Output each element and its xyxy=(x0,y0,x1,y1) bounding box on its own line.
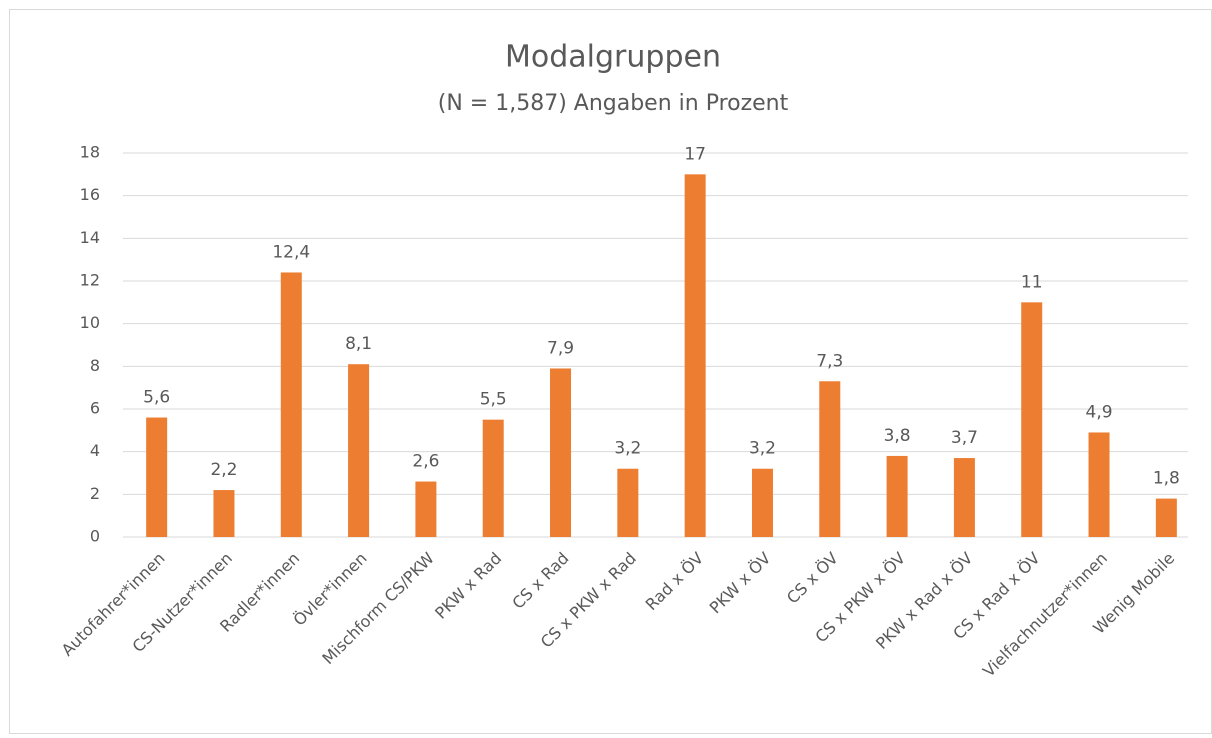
y-tick-label: 4 xyxy=(90,441,100,460)
value-label: 3,2 xyxy=(749,439,776,459)
value-label: 4,9 xyxy=(1086,402,1113,422)
x-tick-label: Rad x ÖV xyxy=(642,549,708,615)
value-label: 8,1 xyxy=(345,334,372,354)
bar xyxy=(213,490,235,537)
y-tick-label: 6 xyxy=(90,399,100,418)
value-label: 1,8 xyxy=(1153,469,1180,489)
value-label: 2,6 xyxy=(412,452,439,472)
x-tick-label: Mischform CS/PKW xyxy=(318,548,438,668)
bar xyxy=(348,364,370,537)
value-label: 7,3 xyxy=(816,351,843,371)
bar xyxy=(280,272,302,537)
value-label: 5,6 xyxy=(143,388,170,408)
x-tick-label: CS x Rad xyxy=(508,549,572,613)
value-label: 3,2 xyxy=(614,439,641,459)
y-tick-label: 0 xyxy=(90,527,100,546)
value-label: 12,4 xyxy=(272,242,310,262)
y-tick-label: 12 xyxy=(80,271,100,290)
value-label: 3,8 xyxy=(884,426,911,446)
bar xyxy=(146,417,168,537)
y-tick-label: 2 xyxy=(90,484,100,503)
y-tick-label: 8 xyxy=(90,356,100,375)
x-tick-label: PKW x ÖV xyxy=(706,549,775,618)
chart-title: Modalgruppen xyxy=(505,40,721,75)
x-tick-label: CS x ÖV xyxy=(783,549,842,608)
bar xyxy=(751,468,773,537)
bar xyxy=(617,468,639,537)
bar xyxy=(684,174,706,538)
chart-subtitle: (N = 1,587) Angaben in Prozent xyxy=(438,91,789,116)
bar xyxy=(415,481,437,537)
y-tick-label: 18 xyxy=(80,143,100,162)
value-label: 5,5 xyxy=(480,390,507,410)
value-label: 17 xyxy=(684,144,706,164)
y-tick-label: 10 xyxy=(80,313,100,332)
x-tick-label: PKW x Rad xyxy=(431,549,505,623)
bar xyxy=(1088,432,1110,537)
bar xyxy=(886,455,908,537)
bar xyxy=(550,368,572,537)
bar xyxy=(819,381,841,537)
value-label: 3,7 xyxy=(951,428,978,448)
bar xyxy=(1021,302,1043,537)
bar xyxy=(953,458,975,537)
x-tick-label: Vielfachnutzer*innen xyxy=(979,549,1111,681)
value-label: 11 xyxy=(1021,272,1043,292)
bar xyxy=(482,419,504,537)
bar xyxy=(1155,498,1177,537)
y-tick-label: 14 xyxy=(80,228,100,247)
y-tick-label: 16 xyxy=(80,185,100,204)
value-label: 7,9 xyxy=(547,338,574,358)
value-label: 2,2 xyxy=(210,460,237,480)
